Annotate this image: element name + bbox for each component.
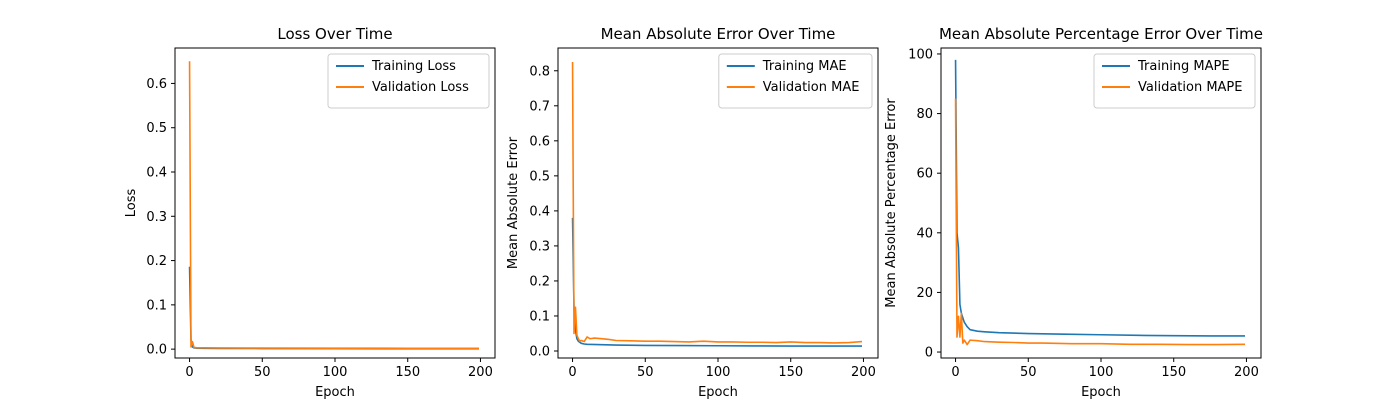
chart-title: Loss Over Time: [277, 25, 392, 43]
mae-chart: Mean Absolute Error Over Time Epoch Mean…: [506, 25, 879, 400]
legend-entry: Training MAPE: [1137, 59, 1230, 74]
plot-frame: [557, 47, 879, 359]
x-tick-label: 200: [468, 365, 493, 380]
x-tick-label: 0: [568, 365, 576, 380]
y-tick-label: 0.8: [529, 64, 550, 79]
y-axis-label: Loss: [124, 189, 139, 218]
y-tick-label: 80: [916, 107, 933, 122]
y-tick-label: 0.1: [146, 298, 167, 313]
loss-chart: Loss Over Time Epoch Loss 0 50 100 150 200 0.…: [124, 25, 496, 400]
y-tick-label: 0.7: [529, 99, 550, 114]
x-axis-label: Epoch: [698, 385, 738, 400]
series-line-training: [954, 59, 1245, 337]
mape-chart: Mean Absolute Percentage Error Over Time…: [884, 25, 1263, 400]
series-line-validation: [954, 98, 1246, 346]
plot-frame: [940, 47, 1262, 359]
y-tick-label: 0.5: [529, 169, 550, 184]
x-tick-label: 200: [1234, 365, 1259, 380]
y-axis-label: Mean Absolute Error: [506, 136, 521, 269]
y-tick-label: 60: [916, 167, 933, 182]
series-line-validation: [571, 62, 863, 344]
y-tick-label: 0.3: [146, 210, 167, 225]
y-tick-label: 0.0: [529, 344, 550, 359]
y-tick-label: 0.3: [529, 239, 550, 254]
x-tick-label: 150: [395, 365, 420, 380]
chart-title: Mean Absolute Percentage Error Over Time: [939, 25, 1263, 43]
y-tick-label: 0.6: [146, 77, 167, 92]
y-tick-label: 0.1: [529, 309, 550, 324]
legend-entry: Training Loss: [371, 59, 456, 74]
x-tick-label: 0: [185, 365, 193, 380]
y-tick-label: 0.4: [146, 166, 167, 181]
plot-frame: [174, 47, 496, 359]
y-tick-label: 0.4: [529, 204, 550, 219]
x-tick-label: 100: [1089, 365, 1114, 380]
x-tick-label: 0: [951, 365, 959, 380]
y-tick-label: 0.2: [146, 254, 167, 269]
legend-entry: Training MAE: [762, 59, 847, 74]
legend-box: [327, 53, 490, 109]
x-tick-label: 200: [851, 365, 876, 380]
y-tick-label: 0: [925, 346, 933, 361]
legend-entry: Validation Loss: [372, 80, 469, 95]
y-tick-label: 0.2: [529, 274, 550, 289]
y-tick-label: 0.5: [146, 121, 167, 136]
x-tick-label: 50: [637, 365, 654, 380]
x-tick-label: 100: [706, 365, 731, 380]
x-axis-label: Epoch: [1081, 385, 1121, 400]
x-tick-label: 150: [1161, 365, 1186, 380]
x-tick-label: 50: [1020, 365, 1037, 380]
chart-title: Mean Absolute Error Over Time: [601, 25, 836, 43]
y-tick-label: 40: [916, 226, 933, 241]
legend-box: [1093, 53, 1256, 109]
series-line-validation: [188, 61, 479, 350]
x-tick-label: 150: [778, 365, 803, 380]
y-axis-label: Mean Absolute Percentage Error: [884, 98, 899, 308]
x-axis-label: Epoch: [315, 385, 355, 400]
legend-entry: Validation MAE: [763, 80, 860, 95]
x-tick-label: 50: [254, 365, 271, 380]
legend-entry: Validation MAPE: [1138, 80, 1243, 95]
x-tick-label: 100: [323, 365, 348, 380]
y-tick-label: 100: [908, 47, 933, 62]
legend: Training MAE Validation MAE: [718, 53, 873, 109]
legend-box: [718, 53, 873, 109]
y-tick-label: 0.6: [529, 134, 550, 149]
y-tick-label: 20: [916, 286, 933, 301]
legend: Training Loss Validation Loss: [327, 53, 490, 109]
legend: Training MAPE Validation MAPE: [1093, 53, 1256, 109]
y-tick-label: 0.0: [146, 343, 167, 358]
